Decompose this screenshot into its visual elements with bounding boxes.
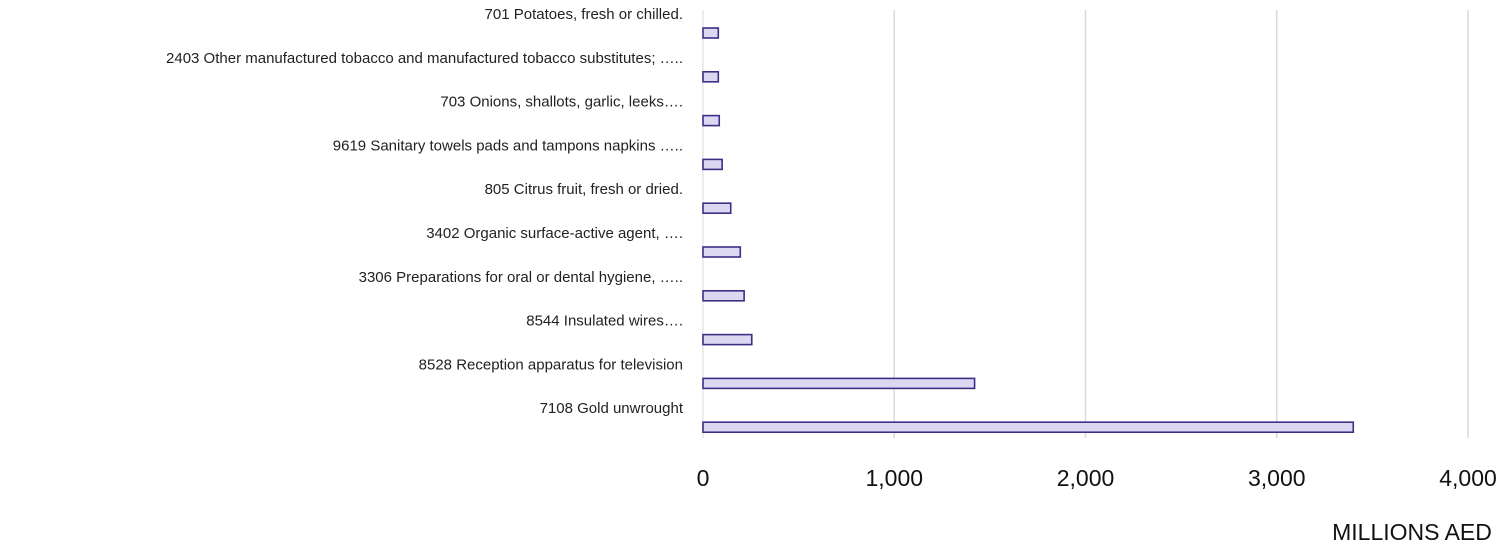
category-label: 9619 Sanitary towels pads and tampons na… [333, 137, 683, 154]
bars [702, 27, 1355, 434]
category-label: 805 Citrus fruit, fresh or dried. [485, 181, 683, 198]
x-tick-label: 2,000 [1057, 465, 1115, 491]
x-axis-title: MILLIONS AED [1332, 519, 1492, 545]
category-label: 701 Potatoes, fresh or chilled. [485, 6, 683, 23]
x-tick-label: 3,000 [1248, 465, 1306, 491]
category-label: 8544 Insulated wires…. [526, 313, 683, 330]
bar [702, 202, 732, 214]
bar [702, 27, 720, 39]
x-tick-labels: 0 1,000 2,000 3,000 4,000 [697, 465, 1497, 491]
bar [702, 377, 976, 390]
category-labels: 7108 Gold unwrought 8528 Reception appara… [166, 6, 684, 417]
grid-lines [702, 10, 1469, 438]
category-label: 7108 Gold unwrought [540, 400, 684, 417]
bar [702, 421, 1355, 434]
category-label: 2403 Other manufactured tobacco and manu… [166, 50, 683, 67]
bar [702, 114, 721, 127]
bar [702, 71, 720, 83]
x-tick-label: 4,000 [1439, 465, 1497, 491]
bar [702, 289, 745, 302]
category-label: 703 Onions, shallots, garlic, leeks…. [440, 94, 683, 111]
bar [702, 246, 742, 258]
category-label: 3402 Organic surface-active agent, …. [426, 225, 683, 242]
x-tick-label: 0 [697, 465, 710, 491]
x-tick-label: 1,000 [865, 465, 923, 491]
category-label: 3306 Preparations for oral or dental hyg… [359, 269, 683, 286]
bar [702, 333, 753, 346]
category-label: 8528 Reception apparatus for television [419, 356, 683, 373]
bar [702, 158, 723, 171]
